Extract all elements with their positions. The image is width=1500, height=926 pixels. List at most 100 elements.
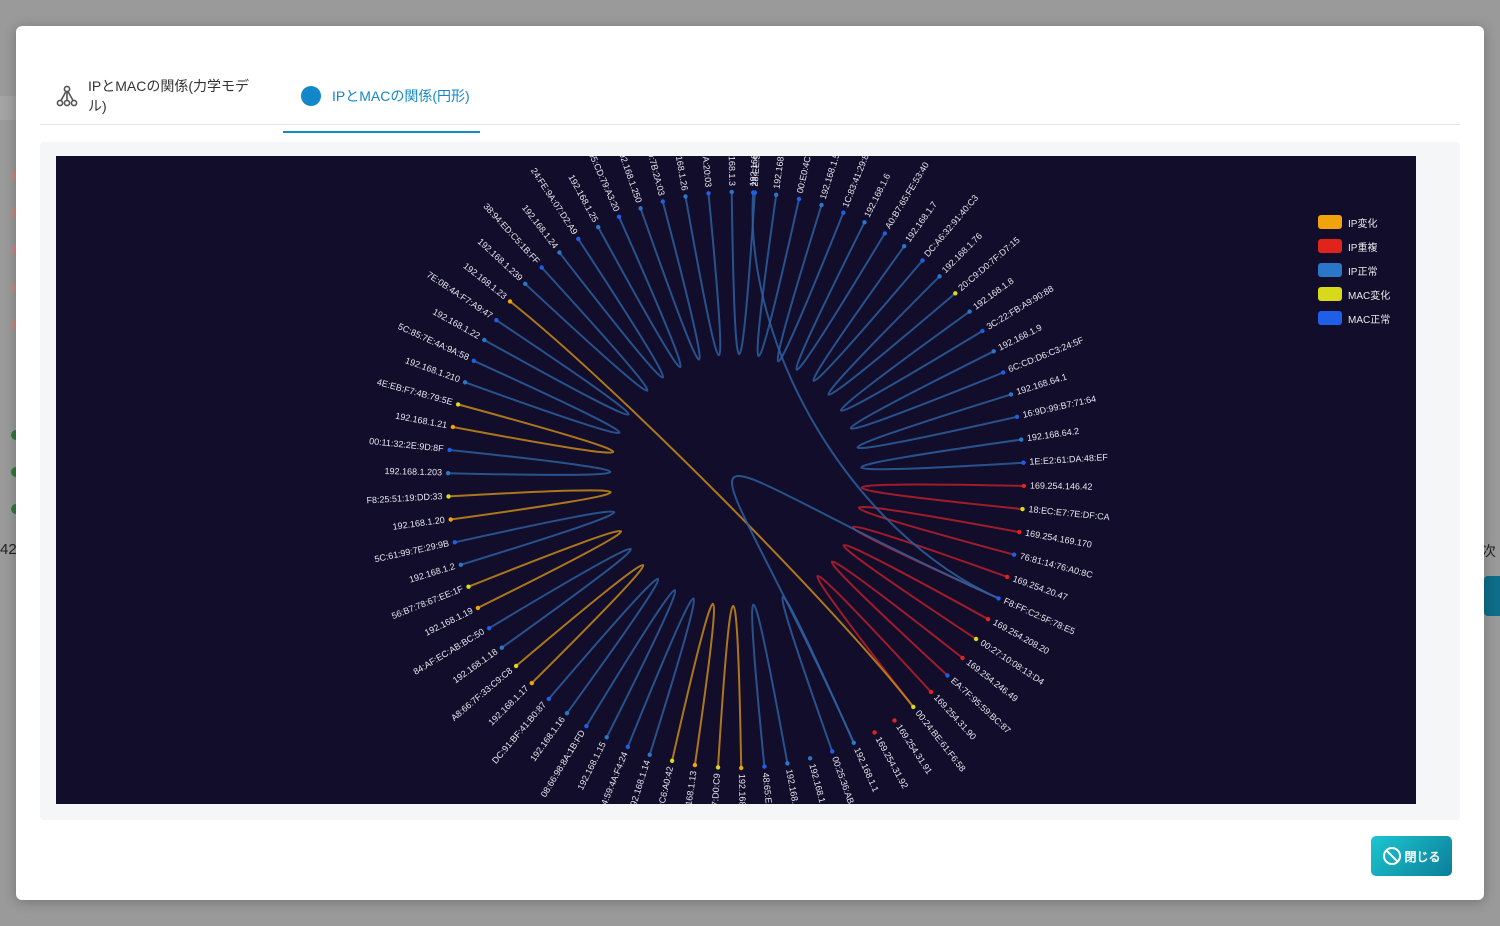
graph-node[interactable] — [807, 756, 813, 761]
legend-item[interactable]: MAC変化 — [1318, 282, 1390, 306]
legend-item[interactable]: MAC正常 — [1318, 306, 1390, 330]
legend-item[interactable]: IP重複 — [1318, 234, 1390, 258]
graph-node-label: 192.168.1.14 — [627, 759, 652, 804]
graph-node[interactable] — [1001, 370, 1006, 375]
graph-node-label: 5C:61:99:7E:29:9B — [374, 538, 450, 564]
tab-force-model[interactable]: IPとMACの関係(力学モデル) — [56, 68, 266, 124]
graph-node[interactable] — [985, 617, 991, 622]
graph-node[interactable] — [471, 358, 476, 363]
graph-node[interactable] — [462, 380, 468, 385]
tab-circular[interactable]: IPとMACの関係(円形) — [283, 68, 480, 133]
graph-node[interactable] — [564, 711, 570, 716]
graph-node-label: 192.168.1.21 — [395, 411, 449, 430]
graph-node[interactable] — [466, 584, 471, 589]
graph-node[interactable] — [692, 762, 698, 768]
circular-graph[interactable]: 192.168.1.31 192.168.1.4 00:E0:4C:EC:3B:5 1… — [56, 156, 1416, 804]
graph-node[interactable] — [529, 680, 534, 686]
graph-node[interactable] — [762, 764, 767, 769]
graph-node[interactable] — [539, 265, 544, 270]
graph-node[interactable] — [486, 626, 492, 631]
legend-item[interactable]: IP正常 — [1318, 258, 1390, 282]
graph-node-label: 169.254.146.42 — [1030, 480, 1093, 491]
graph-node[interactable] — [892, 718, 897, 723]
graph-node[interactable] — [1005, 574, 1010, 580]
graph-node[interactable] — [450, 424, 456, 430]
graph-node[interactable] — [851, 740, 856, 745]
graph-node[interactable] — [1008, 392, 1014, 397]
graph-node[interactable] — [596, 224, 601, 230]
graph-node-label: 1E:E2:61:DA:48:EF — [1029, 452, 1109, 467]
graph-node[interactable] — [507, 299, 513, 304]
graph-node-label: 192.168.1.12 — [737, 774, 748, 804]
graph-node[interactable] — [937, 274, 942, 279]
close-button[interactable]: 閉じる — [1371, 836, 1452, 876]
graph-node[interactable] — [523, 281, 528, 286]
graph-node[interactable] — [584, 723, 589, 729]
graph-node[interactable] — [785, 761, 790, 766]
graph-node[interactable] — [683, 194, 688, 199]
graph-node[interactable] — [872, 730, 877, 735]
graph-node[interactable] — [660, 199, 665, 204]
graph-node[interactable] — [973, 636, 979, 642]
graph-node[interactable] — [557, 250, 562, 255]
tab-force-model-label: IPとMACの関係(力学モデル) — [88, 78, 249, 114]
graph-node[interactable] — [458, 562, 463, 567]
graph-node[interactable] — [774, 192, 779, 197]
legend-item[interactable]: IP変化 — [1318, 210, 1390, 234]
graph-node[interactable] — [576, 236, 581, 242]
graph-node[interactable] — [953, 291, 958, 296]
graph-node[interactable] — [882, 231, 887, 236]
graph-node[interactable] — [991, 349, 996, 354]
graph-node[interactable] — [1017, 529, 1022, 535]
graph-node[interactable] — [1011, 552, 1017, 557]
graph-node-label: 192.168.1.250 — [615, 156, 643, 204]
graph-node[interactable] — [452, 540, 457, 545]
graph-node[interactable] — [928, 689, 934, 695]
relationship-link — [597, 216, 682, 369]
graph-node[interactable] — [445, 471, 451, 476]
graph-node[interactable] — [625, 744, 630, 750]
graph-node[interactable] — [616, 214, 622, 219]
graph-node[interactable] — [1014, 414, 1020, 419]
graph-node[interactable] — [752, 190, 758, 195]
graph-node[interactable] — [647, 752, 652, 757]
graph-node[interactable] — [980, 328, 985, 334]
graph-node-label: 192.168.64.1 — [1015, 372, 1068, 397]
graph-node[interactable] — [1020, 506, 1025, 512]
graph-node[interactable] — [796, 196, 802, 202]
graph-node[interactable] — [1021, 460, 1026, 465]
graph-node[interactable] — [446, 494, 451, 499]
graph-node[interactable] — [911, 704, 916, 710]
graph-node[interactable] — [669, 758, 675, 763]
graph-node[interactable] — [448, 517, 453, 522]
graph-node[interactable] — [1019, 437, 1024, 442]
graph-node[interactable] — [945, 673, 950, 678]
graph-node[interactable] — [960, 655, 965, 661]
graph-node[interactable] — [920, 258, 925, 263]
graph-node[interactable] — [967, 309, 972, 314]
graph-node[interactable] — [1021, 483, 1027, 489]
graph-node-label: 00:11:32:2E:9D:8F — [369, 436, 445, 454]
graph-node[interactable] — [455, 402, 461, 407]
graph-node[interactable] — [546, 696, 551, 702]
graph-node[interactable] — [447, 447, 452, 453]
graph-node[interactable] — [706, 191, 711, 196]
graph-node-label: 76:81:14:76:A0:8C — [1019, 551, 1095, 580]
graph-node[interactable] — [604, 735, 609, 740]
graph-node[interactable] — [513, 663, 519, 669]
graph-node[interactable] — [739, 765, 744, 771]
graph-node[interactable] — [862, 220, 867, 225]
graph-node[interactable] — [482, 337, 487, 343]
graph-node[interactable] — [499, 645, 504, 650]
graph-node[interactable] — [902, 244, 907, 249]
graph-node[interactable] — [819, 202, 824, 208]
graph-node[interactable] — [494, 318, 499, 323]
graph-node[interactable] — [729, 189, 734, 195]
graph-node[interactable] — [841, 210, 846, 215]
graph-node[interactable] — [830, 749, 835, 754]
graph-node[interactable] — [475, 605, 481, 611]
graph-node[interactable] — [638, 206, 643, 211]
graph-node[interactable] — [715, 765, 721, 770]
relationship-link — [776, 204, 845, 363]
graph-node[interactable] — [996, 596, 1001, 601]
